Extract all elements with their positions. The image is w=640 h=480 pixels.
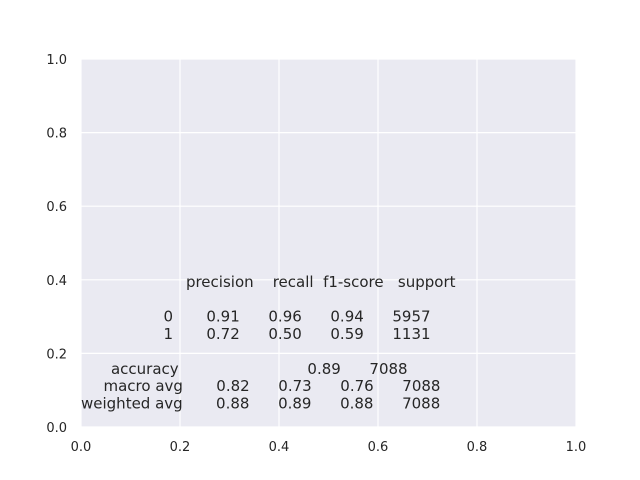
y-tick-label: 0.2 <box>46 347 67 362</box>
x-tick-label: 0.2 <box>170 440 191 455</box>
report-line: 0 0.91 0.96 0.94 5957 <box>163 308 430 326</box>
y-tick-label: 0.0 <box>46 421 67 436</box>
classification-report-text: precision recall f1-score support 0 0.91 … <box>81 273 456 413</box>
report-line: 1 0.72 0.50 0.59 1131 <box>163 325 430 343</box>
y-tick-label: 1.0 <box>46 53 67 68</box>
report-line: macro avg 0.82 0.73 0.76 7088 <box>103 377 440 395</box>
report-line: precision recall f1-score support <box>186 273 456 291</box>
y-tick-label: 0.6 <box>46 200 67 215</box>
plot-area <box>81 59 576 427</box>
grid-lines <box>80 58 577 428</box>
y-tick-label: 0.4 <box>46 274 67 289</box>
x-tick-label: 0.6 <box>368 440 389 455</box>
x-tick-label: 1.0 <box>566 440 587 455</box>
report-line: weighted avg 0.88 0.89 0.88 7088 <box>81 395 440 413</box>
x-tick-label: 0.8 <box>467 440 488 455</box>
x-tick-label: 0.4 <box>269 440 290 455</box>
tick-labels: 0.0 0.2 0.4 0.6 0.8 1.0 0.0 0.2 0.4 0.6 0.8 1.0 <box>46 53 586 455</box>
y-tick-label: 0.8 <box>46 127 67 142</box>
report-line: accuracy 0.89 7088 <box>111 360 408 378</box>
x-tick-label: 0.0 <box>71 440 92 455</box>
